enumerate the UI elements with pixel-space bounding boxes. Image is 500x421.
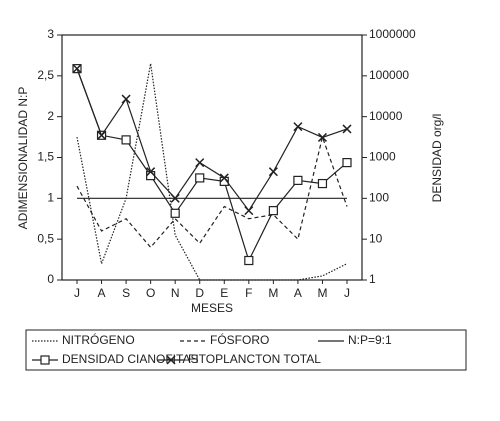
- series-line: [76, 68, 348, 263]
- y-tick-label: 1,5: [37, 150, 54, 164]
- series-marker: [268, 206, 278, 216]
- y-tick-label: 0: [47, 272, 54, 286]
- y-tick-label: 1: [47, 191, 54, 205]
- series-marker: [244, 255, 254, 266]
- series-marker: [72, 64, 82, 74]
- y2-tick-label: 1000000: [369, 27, 416, 41]
- series-marker: [244, 206, 254, 216]
- x-tick-label: D: [195, 286, 204, 300]
- legend-label: FITOPLANCTON TOTAL: [188, 352, 321, 366]
- y2-tick-label: 100000: [369, 68, 409, 82]
- legend-label: NITRÓGENO: [62, 332, 135, 347]
- x-tick-label: M: [317, 286, 327, 300]
- x-tick-label: S: [122, 286, 130, 300]
- series-marker: [121, 94, 131, 104]
- y-tick-label: 3: [47, 27, 54, 41]
- series-marker: [342, 158, 352, 168]
- y-tick-label: 2: [47, 109, 54, 123]
- series-marker: [219, 173, 229, 183]
- y-tick-label: 2,5: [37, 68, 54, 82]
- series-line: [76, 134, 348, 249]
- y2-tick-label: 100: [369, 191, 389, 205]
- x-tick-label: A: [294, 286, 302, 300]
- x-tick-label: A: [98, 286, 106, 300]
- series-line: [76, 63, 348, 281]
- series-marker: [195, 173, 205, 183]
- series-marker: [121, 135, 131, 145]
- x-tick-label: M: [268, 286, 278, 300]
- series-marker: [170, 208, 180, 218]
- x-tick-label: J: [344, 286, 350, 300]
- legend-box: [25, 329, 467, 371]
- x-tick-label: J: [74, 286, 80, 300]
- series-marker: [170, 193, 180, 203]
- series-marker: [97, 130, 107, 140]
- legend-marker: [40, 355, 50, 365]
- y2-tick-label: 1: [369, 272, 376, 286]
- legend-label: FÓSFORO: [210, 332, 269, 347]
- x-tick-label: N: [171, 286, 180, 300]
- x-tick-label: E: [220, 286, 228, 300]
- y-axis-label: ADIMENSIONALIDAD N:P: [16, 87, 30, 230]
- y2-axis-label: DENSIDAD org/l: [430, 114, 444, 203]
- y-tick-label: 0,5: [37, 231, 54, 245]
- y2-tick-label: 10000: [369, 109, 403, 123]
- y2-tick-label: 1000: [369, 150, 396, 164]
- series-marker: [146, 167, 156, 177]
- legend-label: N:P=9:1: [348, 333, 392, 347]
- series-line: [76, 68, 348, 212]
- legend-marker: [166, 355, 176, 365]
- legend-label: DENSIDAD CIANOFITAS: [62, 352, 198, 366]
- y2-tick-label: 10: [369, 231, 383, 245]
- series-marker: [317, 178, 328, 189]
- series-marker: [268, 167, 278, 177]
- series-marker: [342, 124, 352, 134]
- series-marker: [195, 158, 205, 168]
- series-marker: [293, 175, 303, 185]
- series-marker: [317, 132, 327, 142]
- x-tick-label: F: [245, 286, 252, 300]
- series-marker: [146, 171, 156, 181]
- series-marker: [293, 122, 303, 132]
- x-axis-label: MESES: [191, 301, 233, 315]
- plot-frame: [61, 34, 363, 281]
- x-tick-label: O: [146, 286, 155, 300]
